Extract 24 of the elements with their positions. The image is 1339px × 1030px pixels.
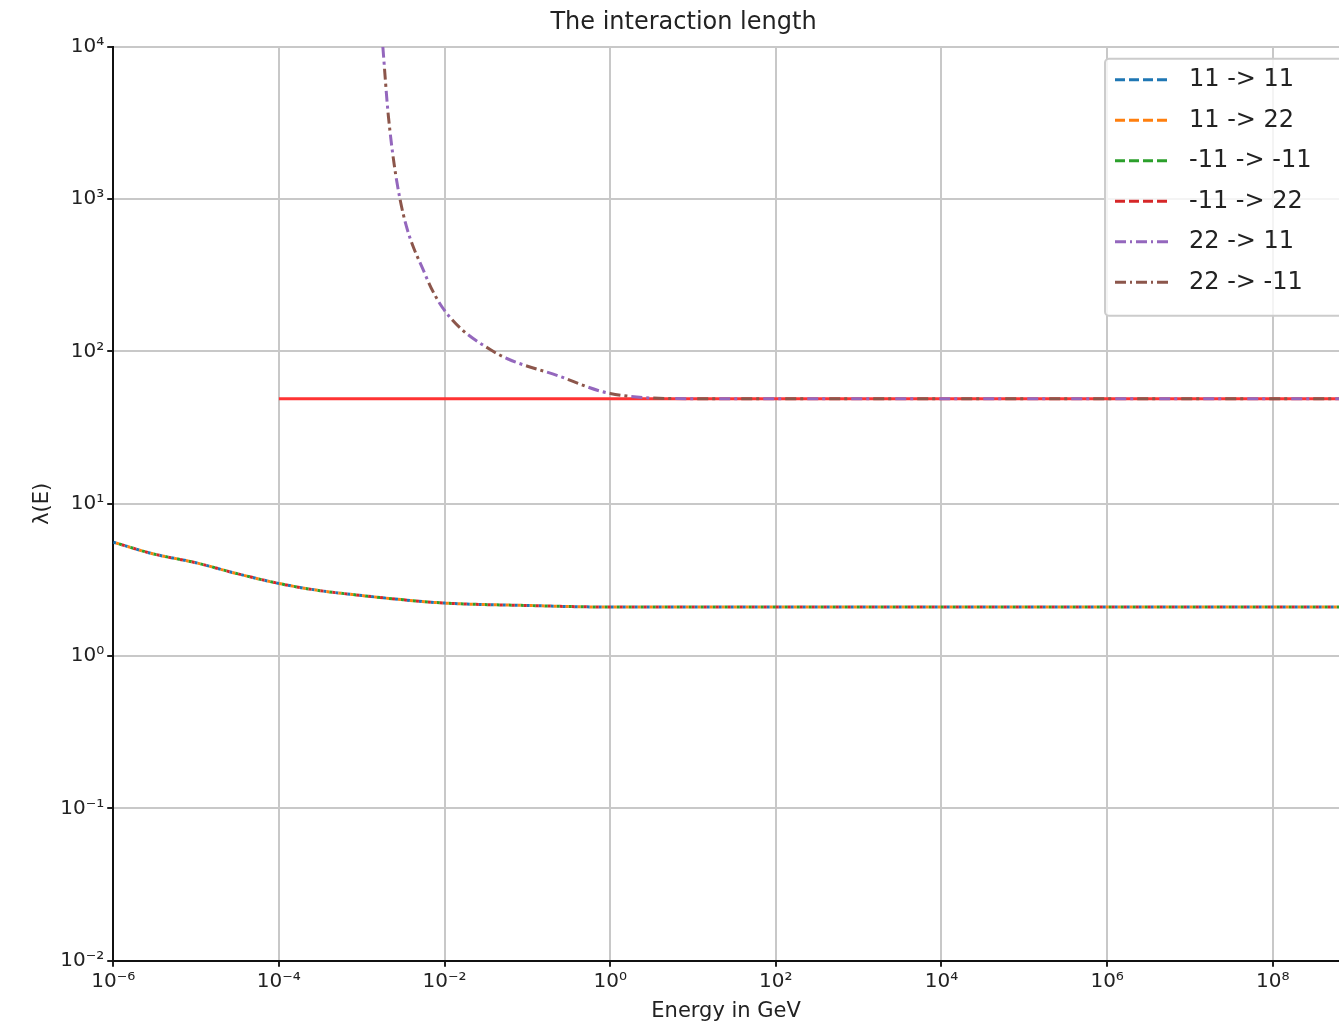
y-tick-label: 10³ (70, 185, 105, 210)
x-tick-label: 10⁴ (924, 968, 959, 992)
legend-label: 22 -> 11 (1189, 226, 1295, 255)
y-axis-title: λ(E) (29, 482, 54, 525)
y-tick-label: 10¹ (70, 490, 105, 514)
x-tick-label: 10⁻² (422, 968, 467, 992)
legend-label: 11 -> 22 (1189, 104, 1295, 133)
y-tick-label: 10⁰ (70, 642, 105, 667)
legend-label: -11 -> -11 (1189, 145, 1312, 174)
x-tick-label: 10⁻⁴ (256, 968, 301, 992)
x-tick-label: 10⁰ (593, 968, 627, 992)
legend-label: 22 -> -11 (1189, 266, 1303, 295)
y-tick-label: 10⁴ (70, 33, 105, 57)
legend-label: -11 -> 22 (1189, 185, 1303, 214)
legend-label: 11 -> 11 (1189, 64, 1295, 93)
y-tick-label: 10⁻¹ (60, 794, 105, 819)
x-tick-label: 10⁶ (1090, 968, 1124, 992)
y-tick-label: 10⁻² (60, 947, 105, 971)
x-tick-label: 10² (759, 968, 793, 992)
x-tick-label: 10⁸ (1256, 968, 1290, 992)
x-tick-label: 10⁻⁶ (91, 968, 136, 992)
x-axis-title: Energy in GeV (651, 997, 802, 1022)
y-tick-label: 10² (70, 337, 105, 362)
chart-title: The interaction length (549, 6, 817, 35)
